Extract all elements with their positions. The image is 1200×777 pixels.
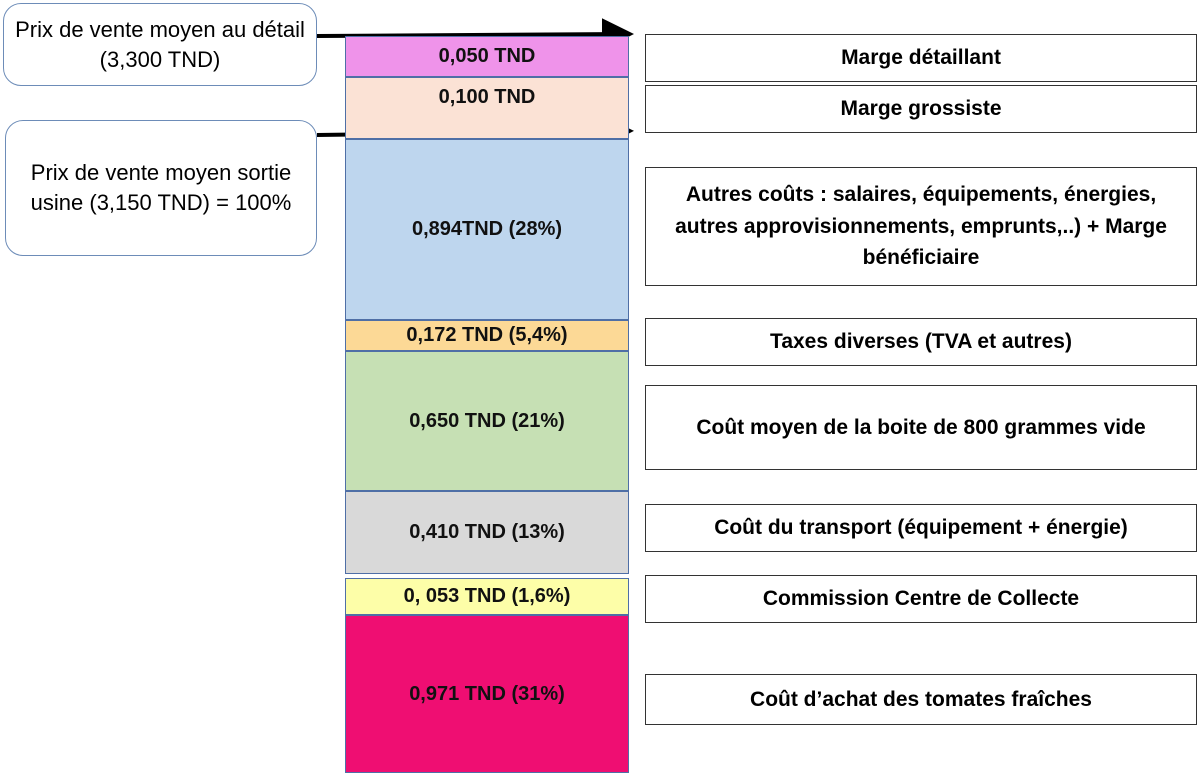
segment-collection-commission: 0, 053 TND (1,6%) (345, 578, 629, 615)
factory-price-callout: Prix de vente moyen sortie usine (3,150 … (5, 120, 317, 256)
segment-value: 0,650 TND (21%) (409, 409, 565, 432)
label-text: Coût du transport (équipement + énergie) (714, 516, 1128, 540)
label-text: Autres coûts : salaires, équipements, én… (675, 183, 1167, 270)
segment-transport: 0,410 TND (13%) (345, 491, 629, 574)
label-text: Coût moyen de la boite de 800 grammes vi… (696, 415, 1146, 439)
label-other-costs: Autres coûts : salaires, équipements, én… (645, 167, 1197, 286)
segment-value: 0,050 TND (438, 45, 536, 67)
label-text: Commission Centre de Collecte (762, 587, 1080, 611)
segment-value: 0, 053 TND (1,6%) (403, 585, 571, 607)
label-collection-commission: Commission Centre de Collecte (645, 575, 1197, 623)
label-retail-margin: Marge détaillant (645, 34, 1197, 82)
segment-taxes: 0,172 TND (5,4%) (345, 320, 629, 351)
label-text: Taxes diverses (TVA et autres) (770, 330, 1072, 354)
factory-price-text: Prix de vente moyen sortie usine (3,150 … (30, 160, 292, 215)
label-taxes: Taxes diverses (TVA et autres) (645, 318, 1197, 366)
label-text: Marge grossiste (840, 97, 1002, 121)
retail-price-callout: Prix de vente moyen au détail (3,300 TND… (3, 3, 317, 86)
label-text: Marge détaillant (841, 46, 1001, 70)
segment-wholesale-margin: 0,100 TND (345, 77, 629, 139)
label-text: Coût d’achat des tomates fraîches (750, 687, 1092, 711)
segment-value: 0,100 TND (438, 85, 536, 108)
segment-tomato-cost: 0,971 TND (31%) (345, 615, 629, 773)
segment-value: 0,894TND (28%) (411, 218, 563, 240)
segment-value: 0,410 TND (13%) (409, 521, 565, 543)
label-wholesale-margin: Marge grossiste (645, 85, 1197, 133)
label-transport: Coût du transport (équipement + énergie) (645, 504, 1197, 552)
segment-can-cost: 0,650 TND (21%) (345, 351, 629, 491)
label-tomato-cost: Coût d’achat des tomates fraîches (645, 674, 1197, 725)
segment-value: 0,971 TND (31%) (409, 682, 565, 705)
segment-other-costs: 0,894TND (28%) (345, 139, 629, 320)
retail-price-arrow (316, 18, 634, 51)
segment-value: 0,172 TND (5,4%) (406, 324, 568, 346)
retail-price-text: Prix de vente moyen au détail (3,300 TND… (15, 16, 305, 72)
segment-retail-margin: 0,050 TND (345, 36, 629, 77)
label-can-cost: Coût moyen de la boite de 800 grammes vi… (645, 385, 1197, 470)
